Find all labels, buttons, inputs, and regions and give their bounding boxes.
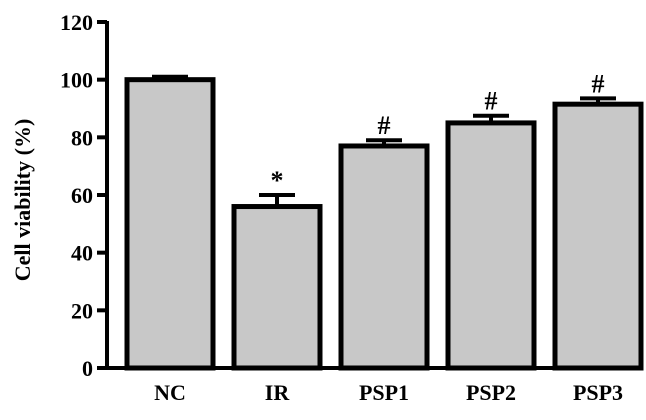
- x-axis: NC IR PSP1 PSP2 PSP3: [105, 366, 632, 405]
- significance-marker: #: [592, 69, 605, 98]
- y-tick-label: 40: [71, 241, 93, 266]
- x-tick-label: IR: [265, 380, 291, 405]
- x-tick-label: PSP3: [573, 380, 623, 405]
- significance-marker: *: [271, 166, 284, 195]
- y-tick-label: 60: [71, 183, 93, 208]
- y-axis-title: Cell viability (%): [10, 119, 35, 282]
- x-tick-label: PSP2: [466, 380, 516, 405]
- bar-ir: [231, 204, 323, 371]
- bar-psp3: [552, 101, 644, 371]
- y-tick-label: 0: [82, 356, 93, 381]
- bars: * # # #: [124, 69, 644, 371]
- y-tick-label: 20: [71, 298, 93, 323]
- y-tick-label: 100: [60, 68, 93, 93]
- x-tick-label: PSP1: [359, 380, 409, 405]
- y-tick-label: 80: [71, 125, 93, 150]
- y-axis: 0 20 40 60 80 100 120: [60, 10, 109, 381]
- x-tick-label: NC: [154, 380, 186, 405]
- y-tick-label: 120: [60, 10, 93, 35]
- significance-marker: #: [378, 111, 391, 140]
- significance-marker: #: [485, 87, 498, 116]
- bar-psp1: [338, 143, 430, 371]
- bar-nc: [124, 77, 216, 371]
- bar-psp2: [445, 120, 537, 371]
